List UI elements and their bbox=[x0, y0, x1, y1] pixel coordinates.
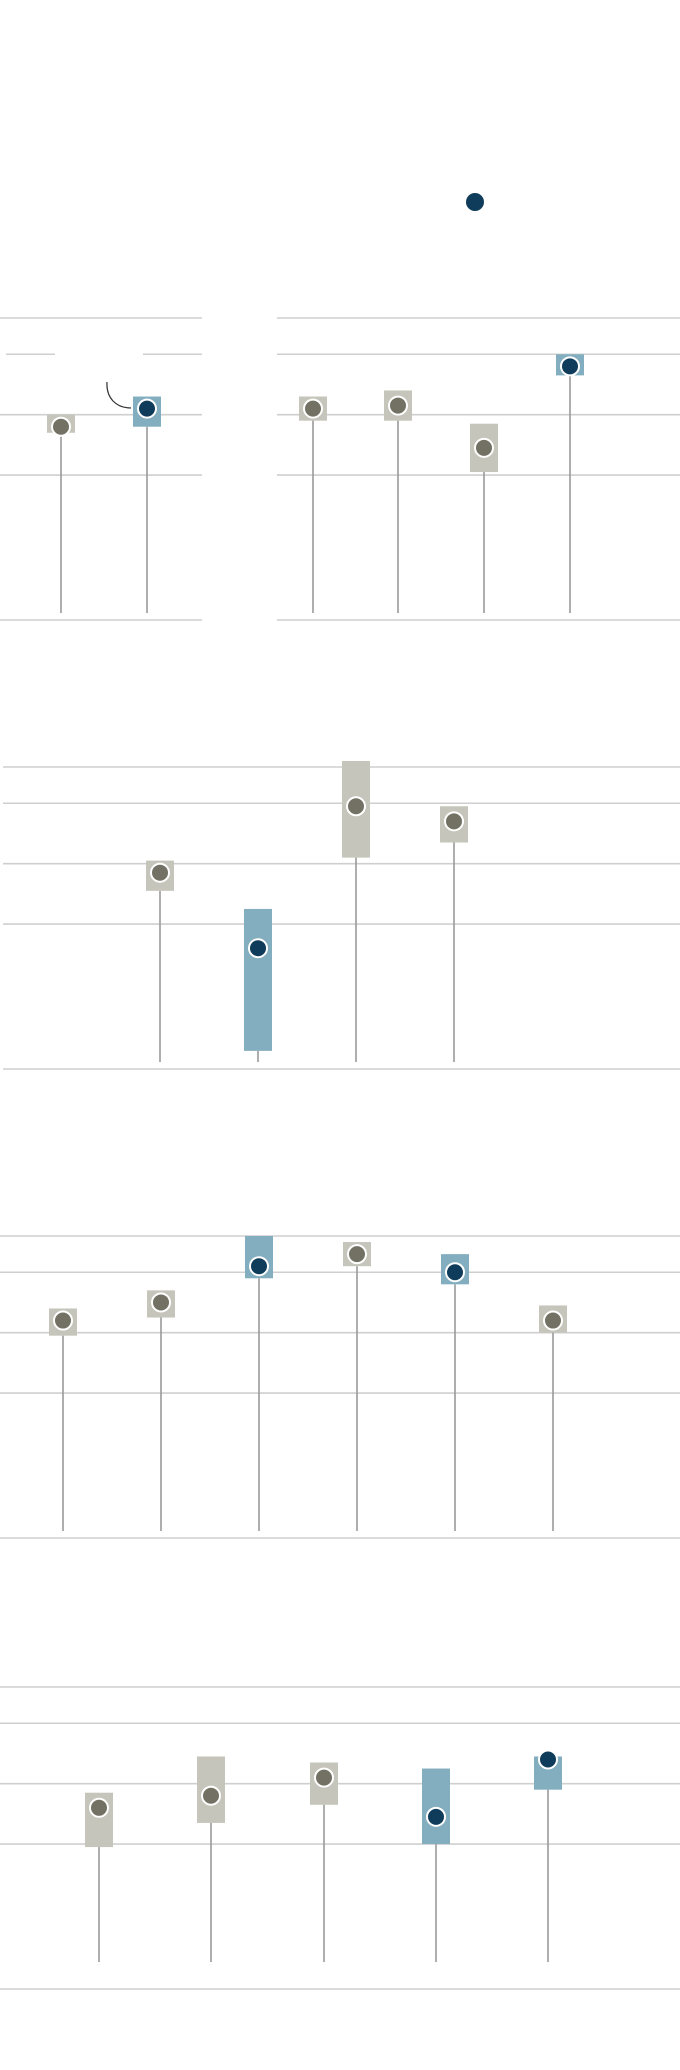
value-dot bbox=[388, 395, 408, 416]
value-dot bbox=[538, 1749, 558, 1770]
value-dot bbox=[51, 416, 71, 437]
value-dot bbox=[543, 1310, 563, 1331]
chart-panel-1 bbox=[0, 317, 202, 621]
value-dot bbox=[426, 1806, 446, 1827]
value-dot bbox=[314, 1767, 334, 1788]
legend-dot bbox=[466, 193, 484, 211]
value-dot bbox=[201, 1785, 221, 1806]
range-box bbox=[244, 908, 272, 1051]
chart-panel-3 bbox=[3, 760, 680, 1070]
value-dot bbox=[474, 437, 494, 458]
annotation-connector bbox=[106, 381, 132, 409]
value-dot bbox=[346, 796, 366, 817]
value-dot bbox=[53, 1310, 73, 1331]
chart-panel-4 bbox=[0, 1235, 680, 1539]
value-dot bbox=[151, 1292, 171, 1313]
value-dot bbox=[137, 398, 157, 419]
range-box bbox=[422, 1768, 450, 1845]
value-dot bbox=[248, 938, 268, 959]
value-dot bbox=[444, 811, 464, 832]
value-dot bbox=[445, 1262, 465, 1283]
value-dot bbox=[249, 1256, 269, 1277]
value-dot bbox=[303, 398, 323, 419]
value-dot bbox=[150, 862, 170, 883]
value-dot bbox=[347, 1244, 367, 1265]
chart-panel-5 bbox=[0, 1686, 680, 1990]
value-dot bbox=[89, 1797, 109, 1818]
chart-panel-2 bbox=[277, 317, 680, 621]
value-dot bbox=[560, 356, 580, 377]
